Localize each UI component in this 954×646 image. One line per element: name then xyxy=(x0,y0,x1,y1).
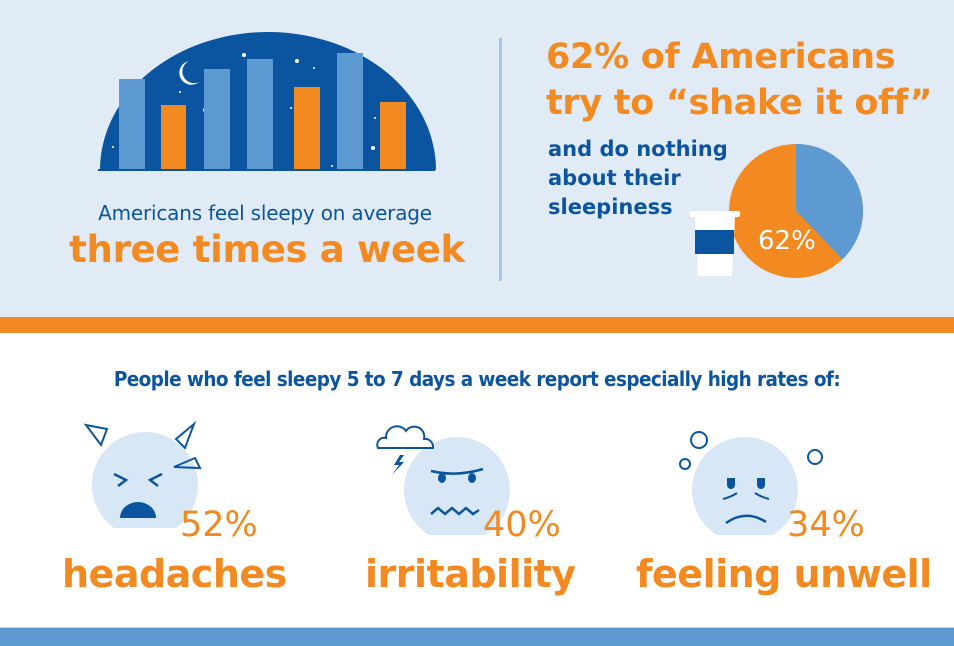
coffee-cup-icon xyxy=(690,211,740,276)
orange-divider-band xyxy=(0,317,954,333)
pie-chart xyxy=(729,143,864,278)
unwell-face-icon xyxy=(679,431,823,535)
night-sky-bar-icon xyxy=(98,32,436,171)
headline-line-1: 62% of Americans xyxy=(546,37,896,77)
unwell-percent: 34% xyxy=(787,505,865,545)
do-nothing-subtext: and do nothing about their sleepiness xyxy=(548,135,728,222)
headache-face-icon xyxy=(83,420,202,528)
irritable-face-icon xyxy=(376,425,510,535)
unwell-label: feeling unwell xyxy=(636,552,932,596)
sleepy-caption: Americans feel sleepy on average xyxy=(98,201,432,225)
frequency-highlight: three times a week xyxy=(69,228,465,271)
headaches-percent: 52% xyxy=(180,505,258,545)
subtext-line-1: and do nothing xyxy=(548,137,728,161)
high-rates-lead: People who feel sleepy 5 to 7 days a wee… xyxy=(113,367,841,391)
shake-it-off-headline: 62% of Americans try to “shake it off” xyxy=(546,34,932,126)
subtext-line-2: about their xyxy=(548,166,681,190)
headline-line-2: try to “shake it off” xyxy=(546,83,933,123)
irritability-percent: 40% xyxy=(483,505,561,545)
pie-percent-label: 62% xyxy=(758,226,816,256)
headaches-label: headaches xyxy=(62,552,287,596)
irritability-label: irritability xyxy=(365,552,576,596)
blue-footer-band xyxy=(0,627,954,646)
vertical-divider xyxy=(499,38,502,281)
subtext-line-3: sleepiness xyxy=(548,195,673,219)
